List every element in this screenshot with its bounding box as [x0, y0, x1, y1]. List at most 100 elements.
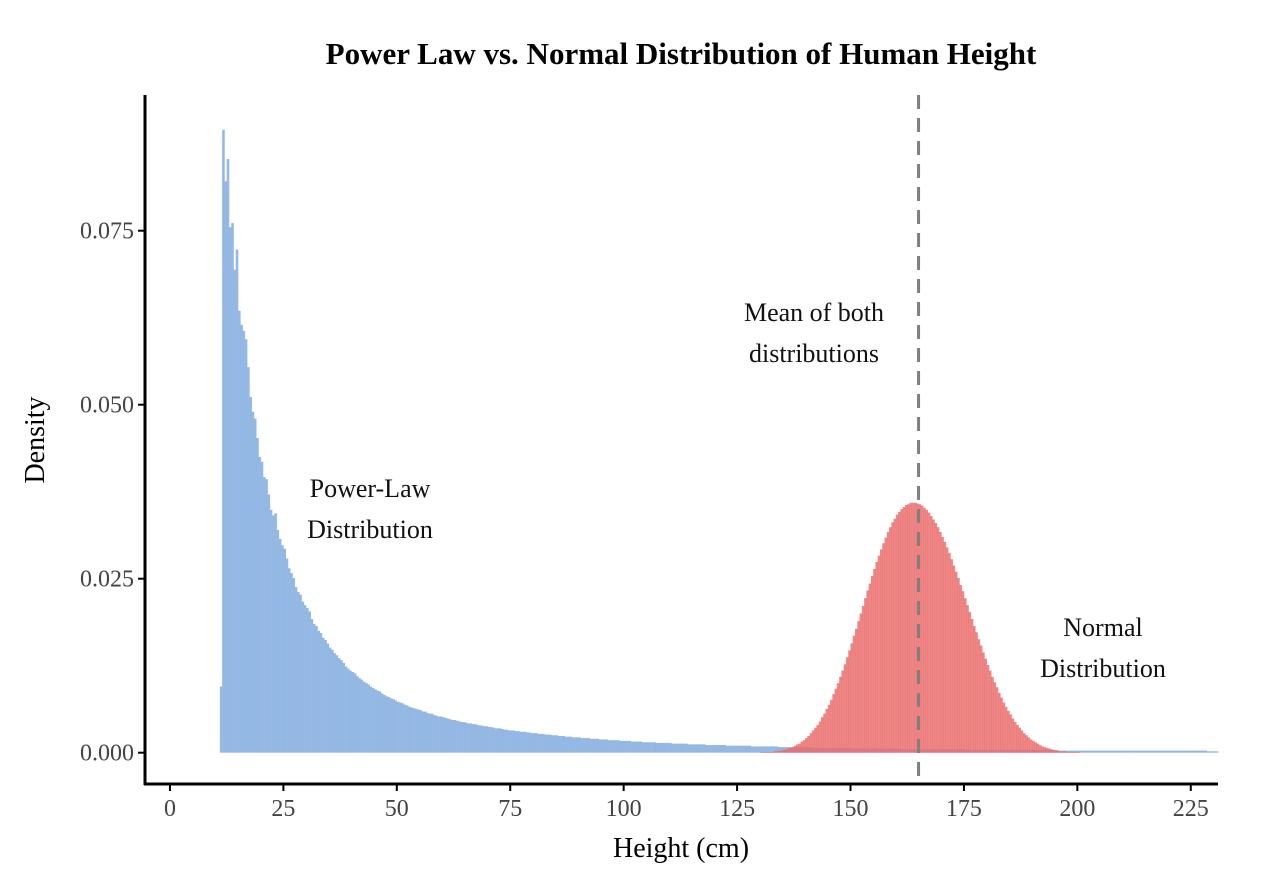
normal-bar — [959, 584, 963, 753]
power-law-bar — [385, 696, 389, 753]
power-law-bar — [582, 738, 586, 753]
normal-bar — [1020, 730, 1024, 753]
power-law-bar — [1179, 750, 1183, 753]
power-law-bar — [296, 591, 300, 753]
power-law-bar — [285, 558, 289, 753]
power-law-bar — [709, 745, 713, 753]
power-law-bar — [682, 743, 686, 753]
normal-bar — [886, 532, 890, 753]
power-law-bar — [1145, 750, 1149, 753]
power-law-bar — [453, 719, 457, 753]
power-law-bar — [521, 731, 525, 753]
power-law-bar — [560, 735, 563, 753]
normal-bar — [875, 561, 879, 753]
normal-bar — [771, 751, 774, 753]
normal-bar — [834, 688, 838, 753]
normal-annotation-line-2: Distribution — [1040, 654, 1166, 683]
power-law-bar — [691, 744, 695, 753]
normal-bar — [997, 692, 1001, 753]
normal-bar — [945, 547, 949, 753]
power-law-bar — [1136, 750, 1139, 753]
power-law-bar — [768, 746, 772, 753]
power-law-bar — [1174, 750, 1178, 753]
power-law-bar — [403, 704, 407, 753]
normal-bar — [1075, 751, 1078, 753]
normal-bar — [791, 747, 795, 753]
power-law-bar — [728, 745, 731, 753]
power-law-bar — [442, 717, 445, 753]
power-law-bar — [1206, 751, 1210, 753]
power-law-bar — [501, 729, 504, 753]
power-law-bar — [564, 736, 568, 753]
normal-bar — [1072, 751, 1076, 753]
power-law-bar — [1208, 751, 1212, 753]
normal-bar — [957, 578, 960, 753]
power-law-bar — [439, 716, 443, 753]
normal-bar — [805, 738, 808, 753]
power-law-bar — [600, 739, 604, 753]
normal-bar — [877, 555, 881, 753]
power-law-bar — [326, 643, 330, 753]
power-law-bar — [1163, 750, 1167, 753]
power-law-bar — [523, 731, 527, 753]
power-law-bar — [671, 743, 674, 753]
normal-bar — [814, 727, 817, 753]
normal-bar — [859, 613, 863, 753]
power-law-bar — [689, 744, 693, 753]
power-law-bar — [335, 655, 339, 753]
power-law-bar — [598, 739, 602, 753]
power-law-bar — [233, 269, 237, 753]
power-law-bar — [437, 716, 441, 753]
power-law-bar — [614, 740, 618, 753]
normal-bar — [1029, 739, 1033, 753]
power-law-bar — [435, 715, 438, 753]
normal-bar — [784, 749, 788, 753]
normal-bar — [891, 522, 894, 753]
power-law-bar — [716, 745, 720, 753]
normal-bar — [841, 670, 845, 753]
power-law-bar — [247, 367, 250, 753]
power-law-bar — [1115, 750, 1119, 753]
x-tick-label: 25 — [271, 796, 295, 822]
power-law-bar — [292, 578, 296, 753]
power-law-bar — [684, 743, 688, 753]
power-law-bar — [646, 742, 649, 753]
normal-bar — [845, 657, 849, 753]
power-law-bar — [448, 719, 452, 753]
normal-bar — [934, 523, 938, 753]
power-law-bar — [637, 741, 640, 753]
power-law-bar — [771, 746, 774, 753]
power-law-bar — [734, 745, 738, 753]
power-law-bar — [1106, 750, 1110, 753]
power-law-bar — [650, 742, 654, 753]
x-tick-label: 125 — [719, 796, 755, 822]
power-law-bar — [528, 732, 531, 753]
normal-bar — [830, 699, 833, 753]
power-law-bar — [1134, 750, 1137, 753]
power-law-bar — [469, 723, 473, 753]
normal-bar — [977, 639, 981, 753]
normal-bar — [973, 626, 976, 753]
power-law-bar — [743, 745, 747, 753]
power-law-bar — [1088, 750, 1092, 753]
normal-bar — [927, 512, 931, 753]
power-law-bar — [1079, 750, 1083, 753]
power-law-bar — [1090, 750, 1094, 753]
normal-bar — [1059, 751, 1062, 753]
power-law-bar — [635, 741, 638, 753]
normal-bar — [925, 509, 928, 753]
power-law-bar — [571, 737, 575, 753]
power-law-bar — [666, 742, 670, 753]
normal-bar — [816, 724, 820, 753]
power-law-bar — [580, 738, 584, 753]
normal-bar — [1007, 710, 1010, 753]
normal-bar — [798, 743, 801, 753]
power-law-bar — [394, 700, 398, 753]
power-law-bar — [260, 461, 264, 753]
power-law-bar — [467, 723, 470, 753]
normal-bar — [979, 645, 983, 753]
power-law-series — [219, 129, 1219, 753]
power-law-bar — [278, 539, 282, 753]
normal-bar — [882, 543, 885, 753]
power-law-bar — [1147, 750, 1151, 753]
